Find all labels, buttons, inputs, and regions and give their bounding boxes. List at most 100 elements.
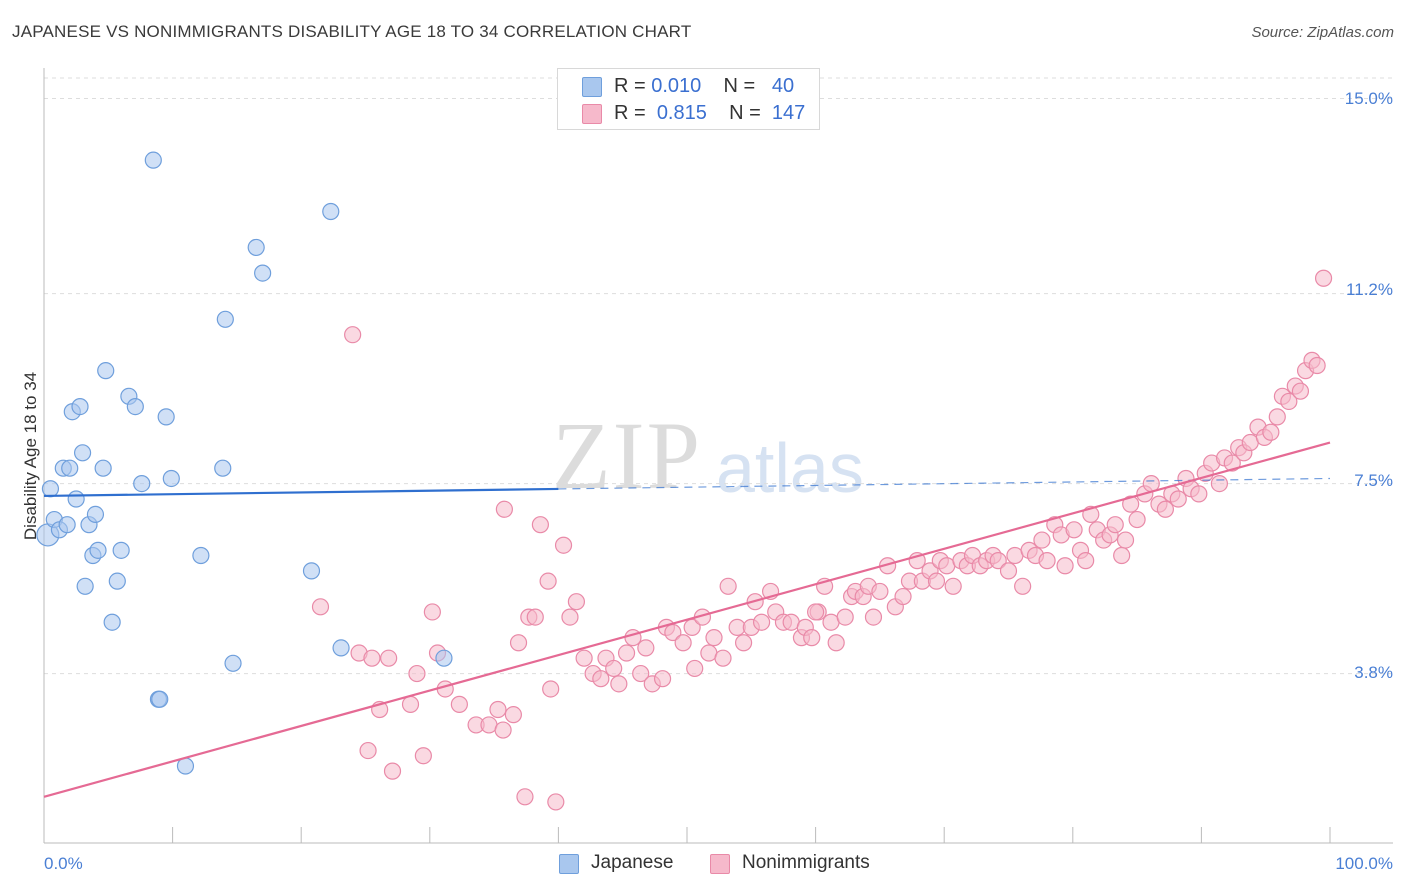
japanese-point-19 xyxy=(108,572,126,590)
japanese-point-20 xyxy=(112,541,130,559)
japanese-point-35 xyxy=(254,264,272,282)
nonimmigrants-point-7 xyxy=(383,762,402,780)
japanese-point-28 xyxy=(162,469,180,488)
nonimmigrants-point-52 xyxy=(714,649,732,667)
y-tick-labels: 15.0% 11.2% 7.5% 3.8% xyxy=(1345,89,1393,682)
nonimmigrants-point-145 xyxy=(1314,269,1333,287)
nonimmigrants-point-40 xyxy=(632,664,650,683)
nonimmigrants-point-3 xyxy=(359,741,377,760)
nonimmigrants-n-label: N = xyxy=(729,102,761,124)
nonimmigrants-point-65 xyxy=(803,629,821,647)
japanese-point-39 xyxy=(435,649,453,667)
japanese-points xyxy=(36,151,453,775)
nonimmigrants-point-84 xyxy=(927,572,946,590)
nonimmigrants-point-28 xyxy=(547,793,565,811)
x-ticks xyxy=(43,827,1331,843)
nonimmigrants-point-19 xyxy=(495,500,513,518)
nonimmigrants-point-116 xyxy=(1128,510,1146,529)
series-legend: Japanese Nonimmigrants xyxy=(0,852,1406,878)
axes xyxy=(43,68,1393,844)
nonimmigrants-point-1 xyxy=(344,326,362,344)
x-tick-label-100: 100.0% xyxy=(1335,854,1393,873)
nonimmigrants-legend-swatch xyxy=(710,854,730,874)
nonimmigrants-point-43 xyxy=(653,670,672,688)
japanese-point-6 xyxy=(61,459,79,477)
japanese-point-37 xyxy=(322,202,340,221)
nonimmigrants-point-32 xyxy=(575,649,593,667)
japanese-point-10 xyxy=(73,444,92,462)
japanese-point-17 xyxy=(97,362,115,380)
nonimmigrants-point-130 xyxy=(1223,454,1241,472)
japanese-n-label: N = xyxy=(723,75,756,97)
japanese-point-36 xyxy=(302,562,321,580)
nonimmigrants-point-21 xyxy=(509,634,528,652)
y-axis-label: Disability Age 18 to 34 xyxy=(21,372,40,540)
nonimmigrants-point-18 xyxy=(494,721,512,739)
japanese-trend-extension xyxy=(558,477,1331,490)
nonimmigrants-point-53 xyxy=(719,577,737,595)
japanese-point-23 xyxy=(133,475,151,493)
nonimmigrants-point-104 xyxy=(1056,557,1074,575)
japanese-point-33 xyxy=(224,654,242,672)
y-tick-label-11.2: 11.2% xyxy=(1346,280,1393,299)
japanese-point-14 xyxy=(86,505,105,524)
nonimmigrants-point-27 xyxy=(542,680,560,698)
nonimmigrants-point-36 xyxy=(605,659,623,678)
nonimmigrants-point-46 xyxy=(674,634,692,652)
y-tick-label-7.5: 7.5% xyxy=(1354,471,1393,490)
japanese-point-18 xyxy=(103,613,121,631)
nonimmigrants-point-25 xyxy=(531,516,549,534)
nonimmigrants-point-48 xyxy=(686,659,704,678)
nonimmigrants-point-139 xyxy=(1280,392,1298,411)
nonimmigrants-point-4 xyxy=(363,649,381,667)
nonimmigrants-point-137 xyxy=(1268,408,1286,426)
nonimmigrants-point-41 xyxy=(637,639,655,657)
correlation-legend: R = 0.010 N = 40 R = 0.815 N = 147 xyxy=(557,68,820,130)
nonimmigrants-point-136 xyxy=(1262,423,1280,441)
japanese-point-24 xyxy=(144,151,162,169)
y-tick-label-15: 15.0% xyxy=(1345,89,1393,108)
nonimmigrants-point-31 xyxy=(567,593,586,611)
nonimmigrants-point-34 xyxy=(592,670,610,688)
nonimmigrants-point-95 xyxy=(999,562,1018,580)
nonimmigrants-point-13 xyxy=(436,680,454,698)
japanese-point-34 xyxy=(247,238,265,257)
nonimmigrants-point-22 xyxy=(516,788,534,806)
japanese-point-27 xyxy=(157,408,175,426)
nonimmigrants-point-26 xyxy=(539,572,557,590)
nonimmigrants-point-107 xyxy=(1077,552,1095,570)
nonimmigrants-point-146 xyxy=(806,603,825,621)
nonimmigrants-point-69 xyxy=(827,634,845,652)
nonimmigrants-point-8 xyxy=(401,695,420,713)
nonimmigrants-point-30 xyxy=(561,608,579,626)
japanese-swatch xyxy=(582,77,602,97)
nonimmigrants-point-144 xyxy=(1308,356,1326,375)
nonimmigrants-point-70 xyxy=(836,608,854,626)
nonimmigrants-point-76 xyxy=(871,582,889,601)
nonimmigrants-point-55 xyxy=(734,634,753,652)
nonimmigrants-n-value: 147 xyxy=(771,102,806,124)
japanese-legend-swatch xyxy=(559,854,579,874)
nonimmigrants-point-112 xyxy=(1106,516,1124,534)
nonimmigrants-point-11 xyxy=(423,603,441,621)
grid-lines xyxy=(44,77,1393,675)
nonimmigrants-point-14 xyxy=(450,695,468,713)
nonimmigrants-swatch xyxy=(582,104,602,124)
y-tick-label-3.8: 3.8% xyxy=(1354,663,1393,682)
chart-title: JAPANESE VS NONIMMIGRANTS DISABILITY AGE… xyxy=(12,22,692,41)
nonimmigrants-point-51 xyxy=(705,629,723,647)
nonimmigrants-point-20 xyxy=(504,706,522,724)
nonimmigrants-point-9 xyxy=(408,664,426,683)
x-tick-labels: 0.0% 100.0% xyxy=(44,854,1393,873)
nonimmigrants-point-37 xyxy=(610,675,628,693)
japanese-legend-label: Japanese xyxy=(591,852,674,873)
nonimmigrants-r-value: 0.815 xyxy=(656,102,707,124)
nonimmigrants-point-38 xyxy=(617,644,636,662)
nonimmigrants-point-128 xyxy=(1210,475,1229,493)
nonimmigrants-point-141 xyxy=(1291,382,1310,400)
nonimmigrants-point-113 xyxy=(1113,546,1131,565)
nonimmigrants-point-10 xyxy=(414,747,432,765)
japanese-r-label: R = xyxy=(614,75,646,97)
nonimmigrants-legend-label: Nonimmigrants xyxy=(742,852,870,873)
